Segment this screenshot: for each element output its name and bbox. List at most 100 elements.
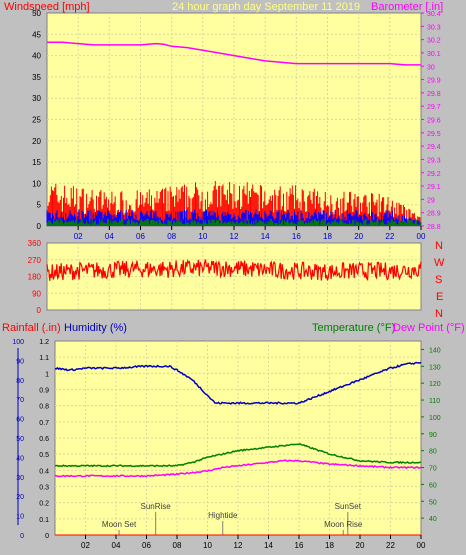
baro-y-tick-label: 29.8 — [427, 91, 441, 98]
temperature-y-tick-label: 40 — [429, 516, 437, 523]
climate-x-tick-label: 16 — [295, 541, 304, 550]
temperature-y-tick-label: 110 — [429, 398, 440, 405]
wind-y-tick-label: 45 — [32, 30, 41, 39]
climate-x-tick-label: 06 — [142, 541, 151, 550]
wind-y-tick-label: 40 — [32, 52, 41, 61]
humidity-y-tick-label: 80 — [16, 378, 24, 385]
compass-w: W — [434, 257, 445, 269]
dewpoint-label: Dew Point (°F) — [393, 322, 465, 334]
rain-y-tick-label: 0.6 — [39, 436, 49, 443]
wind-direction-line — [46, 258, 422, 282]
climate-x-tick-label: 08 — [173, 541, 182, 550]
barometer-label: Barometer [.in] — [371, 1, 443, 13]
compass-labels: N W S E N — [434, 240, 445, 320]
direction-axes: 0 90 180 270 360 — [28, 239, 42, 315]
rain-y-tick-label: 0.8 — [39, 404, 49, 411]
wind-series — [46, 41, 422, 226]
direction-y-tick-label: 360 — [28, 239, 42, 248]
temperature-y-tick-label: 80 — [429, 449, 437, 456]
baro-y-tick-label: 30.3 — [427, 24, 441, 31]
direction-y-tick-label: 90 — [32, 289, 41, 298]
event-label-hightide: Hightide — [208, 511, 238, 520]
baro-y-tick-label: 30.1 — [427, 51, 441, 58]
wind-x-tick-label: 00 — [417, 232, 426, 241]
baro-y-tick-label: 29.2 — [427, 171, 441, 178]
wind-y-tick-label: 15 — [32, 158, 41, 167]
wind-x-tick-label: 16 — [292, 232, 301, 241]
rain-y-tick-label: 0.7 — [39, 420, 49, 427]
baro-y-tick-label: 28.8 — [427, 224, 441, 231]
wind-x-tick-label: 20 — [354, 232, 363, 241]
rain-y-tick-label: 1.2 — [39, 339, 49, 346]
humidity-y-tick-label: 90 — [16, 358, 24, 365]
event-label-moonrise: Moon Rise — [324, 520, 363, 529]
baro-y-tick-label: 29 — [427, 197, 435, 204]
rainfall-label: Rainfall (.in) — [2, 322, 61, 334]
baro-y-tick-label: 29.6 — [427, 118, 441, 125]
barometer-line — [47, 41, 421, 66]
wind-y-tick-label: 50 — [32, 9, 41, 18]
humidity-y-tick-label: 40 — [16, 455, 24, 462]
climate-x-tick-label: 02 — [81, 541, 90, 550]
event-label-sunrise: SunRise — [141, 502, 172, 511]
temperature-label: Temperature (°F) — [312, 322, 395, 334]
baro-y-tick-label: 29.9 — [427, 78, 441, 85]
temperature-line — [54, 442, 422, 468]
rain-y-tick-label: 0.4 — [39, 468, 49, 475]
event-label-sunset: SunSet — [335, 502, 362, 511]
compass-n-top: N — [435, 240, 443, 252]
direction-y-tick-label: 270 — [28, 256, 42, 265]
humidity-label: Humidity (%) — [64, 322, 127, 334]
wind-x-tick-label: 06 — [136, 232, 145, 241]
rain-y-tick-label: 0.2 — [39, 501, 49, 508]
wind-y-tick-label: 5 — [37, 201, 42, 210]
baro-y-tick-label: 29.5 — [427, 131, 441, 138]
climate-x-tick-label: 04 — [112, 541, 121, 550]
climate-x-tick-label: 18 — [325, 541, 334, 550]
climate-x-tick-label: 12 — [234, 541, 243, 550]
baro-y-tick-label: 30.4 — [427, 11, 441, 18]
rain-y-tick-label: 0.3 — [39, 485, 49, 492]
wind-x-tick-label: 22 — [385, 232, 394, 241]
compass-e: E — [436, 291, 443, 303]
rain-y-tick-label: 1 — [45, 371, 49, 378]
wind-axes: 0 5 10 15 20 25 30 35 40 45 50 28.8 28.9 29 29.1 29.2 29… — [32, 9, 441, 241]
astro-events: SunRise Moon Set Hightide SunSet Moon Rise — [102, 502, 363, 535]
temperature-y-tick-label: 100 — [429, 415, 441, 422]
wind-y-tick-label: 0 — [37, 222, 42, 231]
rain-y-tick-label: 0.1 — [39, 517, 49, 524]
rain-y-tick-label: 0.5 — [39, 452, 49, 459]
temperature-y-tick-label: 140 — [429, 347, 441, 354]
wind-x-tick-label: 10 — [198, 232, 207, 241]
temperature-y-tick-label: 90 — [429, 432, 437, 439]
compass-s: S — [435, 274, 442, 286]
baro-y-tick-label: 29.7 — [427, 104, 441, 111]
rain-y-tick-label: 1.1 — [39, 355, 49, 362]
wind-x-tick-label: 02 — [74, 232, 83, 241]
wind-low-bars — [46, 218, 422, 226]
humidity-y-tick-label: 30 — [16, 475, 24, 482]
temperature-y-tick-label: 50 — [429, 499, 437, 506]
rain-y-tick-label: 0 — [45, 533, 49, 540]
temperature-y-tick-label: 130 — [429, 364, 441, 371]
wind-y-tick-label: 30 — [32, 94, 41, 103]
baro-y-tick-label: 29.1 — [427, 184, 441, 191]
temperature-y-tick-label: 120 — [429, 381, 441, 388]
humidity-y-tick-label: 100 — [12, 339, 24, 346]
baro-y-tick-label: 29.3 — [427, 157, 441, 164]
humidity-y-tick-label: 20 — [16, 494, 24, 501]
baro-y-tick-label: 30 — [427, 64, 435, 71]
wind-x-tick-label: 08 — [167, 232, 176, 241]
wind-x-tick-label: 04 — [105, 232, 114, 241]
climate-x-tick-label: 10 — [203, 541, 212, 550]
wind-x-tick-label: 14 — [261, 232, 270, 241]
wind-x-tick-label: 12 — [230, 232, 239, 241]
wind-y-tick-label: 20 — [32, 137, 41, 146]
direction-series — [46, 258, 422, 282]
humidity-y-tick-label: 50 — [16, 436, 24, 443]
baro-y-tick-label: 30.2 — [427, 38, 441, 45]
windspeed-label: Windspeed [mph] — [4, 1, 90, 13]
wind-y-tick-label: 35 — [32, 73, 41, 82]
climate-x-tick-label: 00 — [417, 541, 426, 550]
